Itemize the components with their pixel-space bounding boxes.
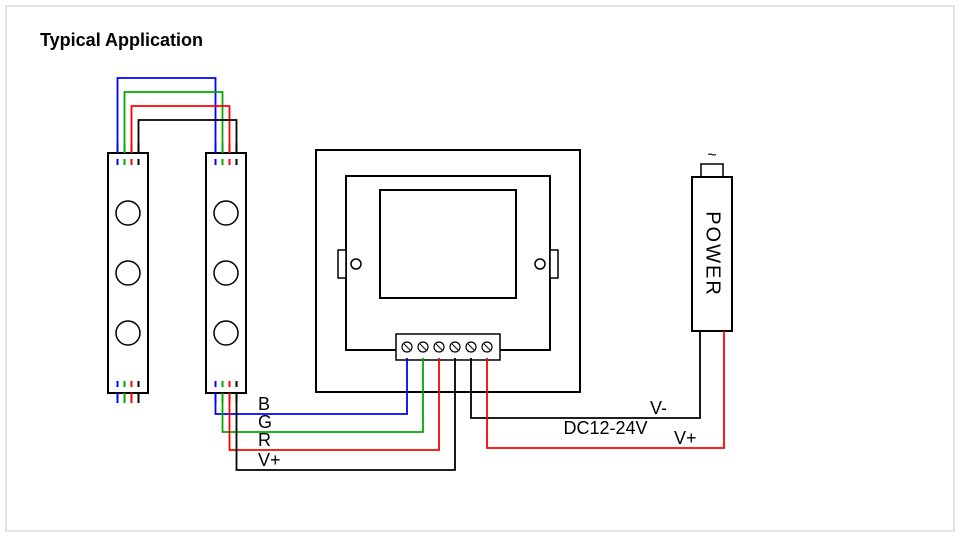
led-strip-1 [206,143,246,403]
label-r: R [258,430,271,450]
led-strip-0 [108,143,148,403]
label-dc: DC12-24V [564,418,648,438]
label-g: G [258,412,272,432]
label-v-minus: V- [650,398,667,418]
title: Typical Application [40,30,203,50]
label-b: B [258,394,270,414]
power-ac-tilde: ~ [707,147,716,164]
controller [316,150,580,392]
power-label: POWER [702,211,724,297]
label-vp: V+ [258,450,281,470]
label-v-plus: V+ [674,428,697,448]
